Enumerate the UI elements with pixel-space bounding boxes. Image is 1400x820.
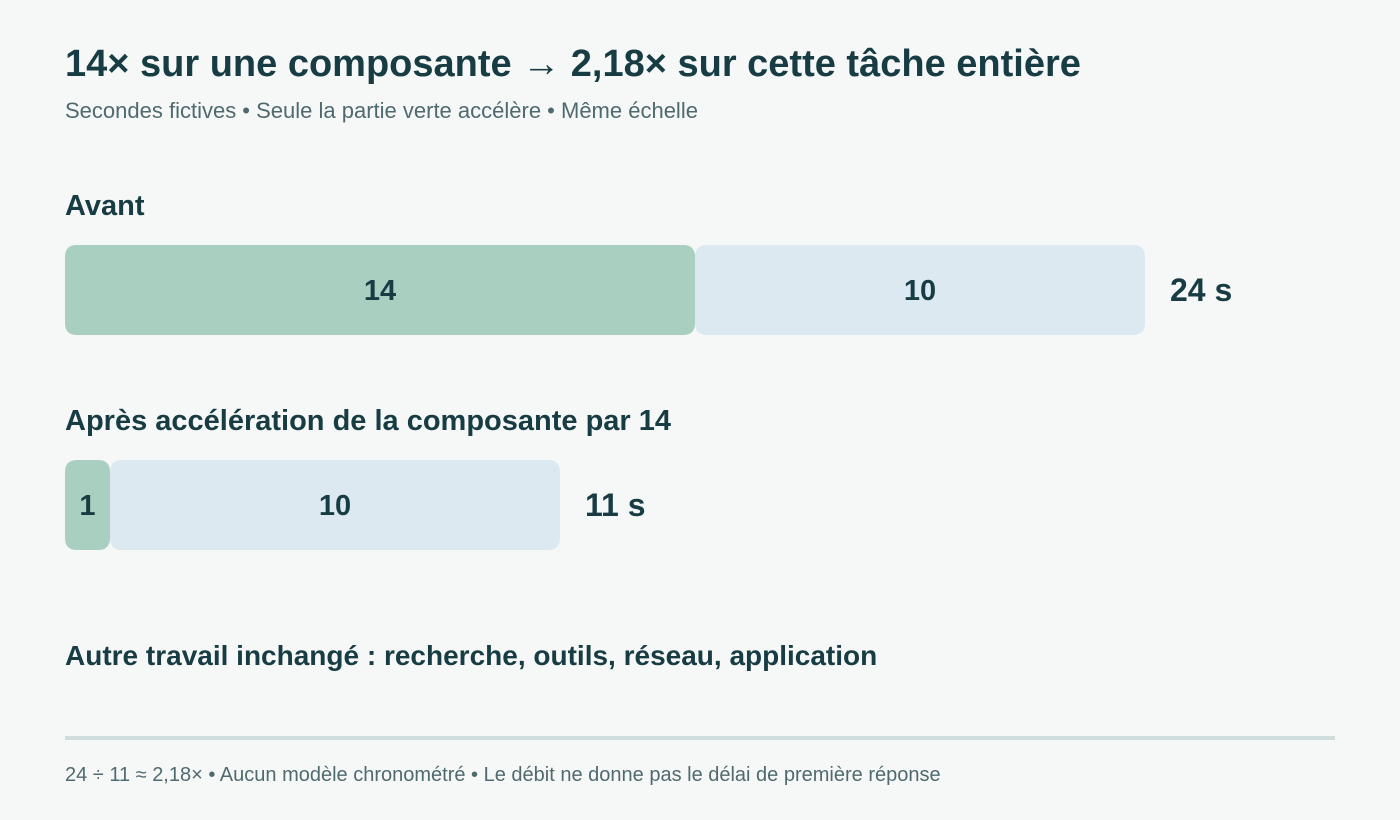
bar-value-label-unchanged-row-1: 10 <box>904 275 936 307</box>
total-label-row-2: 11 s <box>585 487 646 523</box>
row-label-after: Après accélération de la composante par … <box>65 405 672 437</box>
bar-segment-accelerated-row-1 <box>65 245 695 335</box>
chart-subtitle: Secondes fictives • Seule la partie vert… <box>65 98 698 123</box>
footer-text: 24 ÷ 11 ≈ 2,18× • Aucun modèle chronomét… <box>65 764 941 786</box>
total-label-row-1: 24 s <box>1170 272 1232 308</box>
bar-segment-accelerated-row-2 <box>65 460 110 550</box>
bar-segment-unchanged-row-1 <box>695 245 1145 335</box>
bar-value-label-accelerated-row-2: 1 <box>79 490 95 522</box>
chart-title: 14× sur une composante → 2,18× sur cette… <box>65 43 1081 85</box>
row-label-before: Avant <box>65 190 145 222</box>
bar-segment-unchanged-row-2 <box>110 460 560 550</box>
footer-divider <box>65 736 1335 740</box>
bar-value-label-unchanged-row-2: 10 <box>319 490 351 522</box>
unchanged-work-note: Autre travail inchangé : recherche, outi… <box>65 640 878 671</box>
bar-value-label-accelerated-row-1: 14 <box>364 275 396 307</box>
